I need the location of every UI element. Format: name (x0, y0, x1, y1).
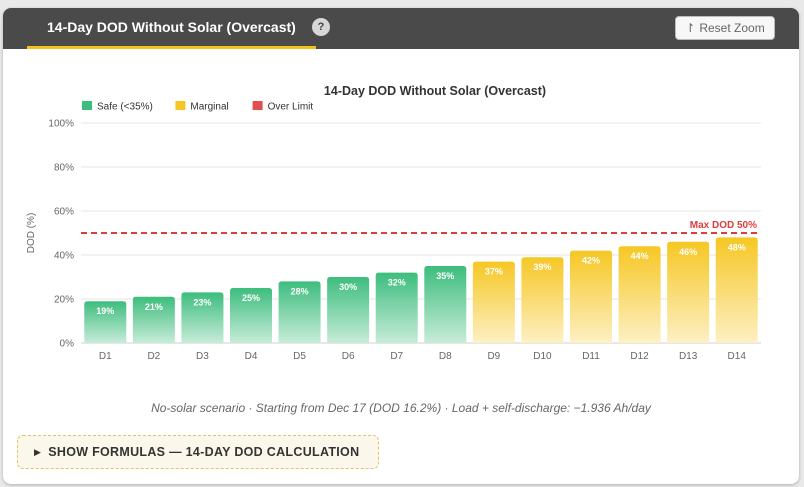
bar-d9 (472, 261, 515, 343)
bar-d12 (618, 246, 661, 343)
y-tick-label: 40% (54, 251, 74, 262)
bar-d1 (84, 301, 127, 343)
tab-title: 14-Day DOD Without Solar (Overcast) (47, 19, 296, 35)
x-tick-label: D9 (487, 351, 500, 362)
bar-value-label: 28% (291, 286, 309, 296)
bar-value-label: 44% (631, 251, 649, 261)
x-tick-label: D4 (245, 351, 258, 362)
chart-card: 14-Day DOD Without Solar (Overcast) ? ↾ … (3, 8, 799, 484)
bar-d8 (424, 266, 467, 343)
bar-d2 (132, 296, 175, 343)
x-tick-label: D11 (582, 351, 600, 362)
bar-value-label: 25% (242, 293, 260, 303)
bar-d10 (521, 257, 564, 343)
bar-d4 (230, 288, 272, 343)
bar-d7 (375, 272, 418, 343)
x-tick-label: D3 (196, 351, 209, 362)
chart-caption: No-solar scenario · Starting from Dec 17… (151, 401, 651, 415)
bar-value-label: 32% (388, 278, 406, 288)
legend-label: Marginal (190, 102, 228, 113)
x-tick-label: D7 (390, 351, 403, 362)
x-tick-label: D10 (533, 351, 552, 362)
reset-zoom-label: Reset Zoom (699, 21, 765, 35)
bar-d6 (327, 277, 370, 343)
bar-value-label: 46% (679, 247, 697, 257)
dod-chart: 14-Day DOD Without Solar (Overcast) Safe … (26, 84, 761, 362)
bar-value-label: 48% (728, 242, 746, 252)
legend-label: Over Limit (268, 102, 314, 113)
x-tick-label: D12 (630, 351, 649, 362)
y-tick-label: 20% (54, 295, 74, 306)
bar-value-label: 30% (339, 282, 357, 292)
header-bar: 14-Day DOD Without Solar (Overcast) ? ↾ … (3, 8, 799, 49)
show-formulas-label: SHOW FORMULAS — 14-DAY DOD CALCULATION (48, 445, 360, 459)
y-tick-label: 60% (54, 207, 74, 218)
reset-icon: ↾ (685, 21, 696, 35)
bar-d5 (278, 281, 321, 343)
help-icon[interactable]: ? (312, 18, 330, 36)
x-tick-label: D2 (147, 351, 160, 362)
legend-label: Safe (<35%) (97, 102, 153, 113)
bar-value-label: 19% (96, 306, 114, 316)
tab-dod-without-solar[interactable]: 14-Day DOD Without Solar (Overcast) (27, 8, 316, 49)
x-tick-label: D1 (99, 351, 112, 362)
max-dod-limit-label: Max DOD 50% (690, 220, 757, 231)
y-axis-label: DOD (%) (26, 213, 37, 254)
bar-d11 (570, 250, 612, 343)
y-tick-label: 0% (60, 339, 75, 350)
legend-swatch (252, 101, 263, 110)
bar-value-label: 37% (485, 267, 503, 277)
reset-zoom-button[interactable]: ↾ Reset Zoom (675, 16, 775, 40)
bar-value-label: 35% (436, 271, 454, 281)
legend-swatch (82, 101, 92, 110)
bar-d13 (667, 241, 710, 343)
bar-value-label: 39% (533, 262, 551, 272)
x-tick-label: D8 (439, 351, 452, 362)
bar-value-label: 21% (145, 302, 163, 312)
x-tick-label: D6 (342, 351, 355, 362)
show-formulas-button[interactable]: ▶ SHOW FORMULAS — 14-DAY DOD CALCULATION (17, 435, 379, 469)
x-tick-label: D14 (728, 351, 747, 362)
y-tick-label: 100% (48, 119, 74, 130)
legend-swatch (175, 101, 186, 110)
x-tick-label: D13 (679, 351, 698, 362)
bar-d3 (181, 292, 224, 343)
bar-value-label: 42% (582, 256, 600, 266)
y-tick-label: 80% (54, 163, 74, 174)
x-tick-label: D5 (293, 351, 306, 362)
bar-value-label: 23% (193, 297, 211, 307)
chart-title: 14-Day DOD Without Solar (Overcast) (324, 84, 546, 98)
expand-arrow-icon: ▶ (34, 446, 42, 457)
bar-d14 (715, 237, 758, 343)
